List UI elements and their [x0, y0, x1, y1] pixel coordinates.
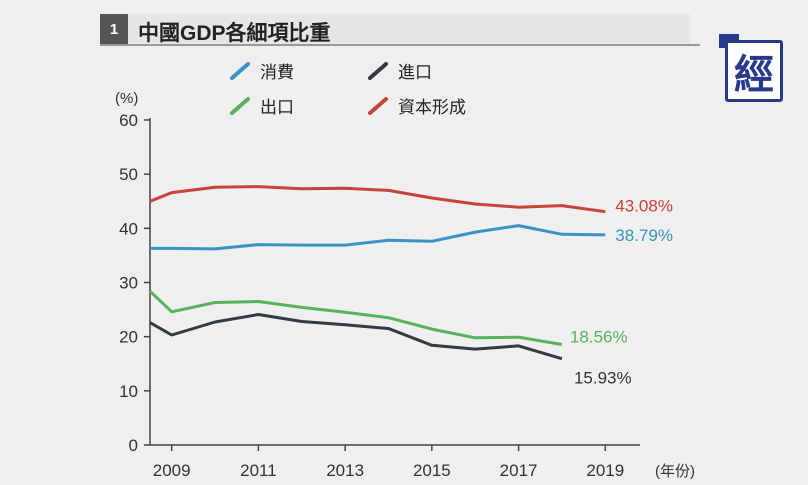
x-tick-label: 2019: [586, 461, 624, 480]
x-tick-label: 2017: [500, 461, 538, 480]
y-axis-label: (%): [115, 90, 138, 107]
x-tick-label: 2013: [326, 461, 364, 480]
legend-swatch: [230, 62, 250, 80]
end-value-label: 38.79%: [615, 226, 673, 245]
section-number: 1: [100, 14, 128, 44]
logo: 經: [725, 40, 783, 102]
y-tick-label: 10: [119, 382, 138, 401]
legend-swatch: [230, 97, 250, 115]
series-line-4: [149, 185, 606, 214]
legend-swatch: [368, 62, 388, 80]
y-tick-label: 60: [119, 111, 138, 130]
y-tick-label: 50: [119, 165, 138, 184]
x-tick-label: 2011: [240, 461, 277, 480]
legend-label: 資本形成: [398, 98, 466, 117]
end-value-label: 15.93%: [574, 369, 632, 388]
page-title: 中國GDP各細項比重: [138, 22, 331, 45]
series-line-1: [150, 224, 606, 251]
x-axis-label: (年份): [655, 463, 695, 480]
title-bar: 1 中國GDP各細項比重: [100, 14, 690, 45]
y-tick-label: 0: [129, 436, 138, 455]
series-line-2: [149, 313, 563, 361]
legend-label: 進口: [398, 63, 432, 82]
y-tick-label: 20: [119, 328, 138, 347]
series-line-3: [148, 290, 563, 346]
title-underline: [100, 44, 700, 46]
x-tick-label: 2009: [153, 461, 191, 480]
x-tick-label: 2015: [413, 461, 451, 480]
y-tick-label: 30: [119, 274, 138, 293]
end-value-label: 18.56%: [570, 327, 628, 346]
legend-label: 出口: [260, 98, 294, 117]
y-tick-label: 40: [119, 219, 138, 238]
legend-swatch: [368, 97, 388, 115]
end-value-label: 43.08%: [615, 197, 673, 216]
legend-label: 消費: [260, 63, 294, 82]
